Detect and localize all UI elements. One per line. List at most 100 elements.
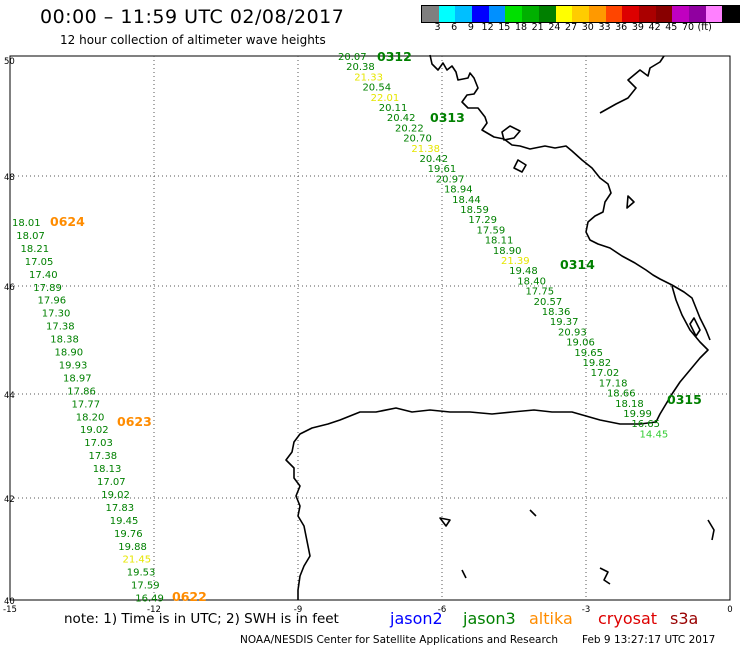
altika-track-values: 18.01 18.07 18.21 17.05 17.40 17.89 17.96 17.30… — [12, 218, 164, 605]
color-swatch — [622, 6, 639, 22]
wave-height-value: 17.40 — [29, 270, 58, 281]
color-legend-label: 70 — [681, 22, 695, 33]
color-legend-label: 45 — [665, 22, 678, 33]
wave-height-value: 17.05 — [25, 257, 54, 268]
pass-time-label: 0313 — [430, 110, 465, 125]
color-legend-label: 12 — [481, 22, 494, 33]
wave-height-value: 19.88 — [118, 542, 147, 553]
color-legend-label: 30 — [581, 22, 594, 33]
color-swatch — [555, 6, 573, 22]
jason3-track-values: 20.0720.3821.3320.5422.0120.1120.4220.22… — [338, 52, 668, 440]
color-legend-label: 36 — [615, 22, 628, 33]
longitude-label: -3 — [582, 605, 590, 615]
color-legend-label: 39 — [631, 22, 644, 33]
wave-height-value: 20.93 — [558, 327, 587, 338]
wave-height-value: 21.39 — [501, 256, 530, 267]
wave-height-value: 18.21 — [21, 244, 50, 255]
color-swatch — [422, 6, 439, 22]
mission-legend-altika: altika — [529, 609, 573, 628]
axis-tick-labels: 50 48 46 44 42 40-15 -12 -9 -6 -3 0 — [3, 57, 733, 615]
color-legend-label: 18 — [514, 22, 528, 33]
latitude-label: 46 — [4, 283, 15, 293]
wave-height-value: 18.20 — [76, 412, 105, 423]
color-swatch — [722, 6, 740, 22]
wave-height-value: 17.59 — [477, 225, 506, 236]
color-swatch — [638, 6, 656, 22]
color-swatch — [672, 6, 689, 22]
latitude-label: 50 — [4, 57, 15, 67]
color-legend-label: 15 — [498, 22, 511, 33]
wave-height-value: 17.29 — [468, 215, 497, 226]
lat-lon-gridlines — [10, 56, 730, 600]
color-legend-labels: 3 6 9 12 15 18 21 24 27 30 33 36 39 42 45 70 (ft) — [421, 22, 740, 36]
wave-height-value: 17.77 — [72, 399, 101, 410]
wave-height-value: 17.59 — [131, 581, 160, 592]
color-swatch — [538, 6, 556, 22]
wave-height-value: 16.49 — [135, 594, 164, 605]
longitude-label: -9 — [294, 605, 302, 615]
color-swatch — [705, 6, 723, 22]
pass-time-label: 0623 — [117, 414, 152, 429]
wave-height-value: 20.22 — [395, 123, 424, 134]
wave-height-value: 17.75 — [525, 287, 554, 298]
wave-height-color-legend — [421, 5, 740, 23]
wave-height-value: 17.38 — [89, 451, 118, 462]
wave-height-value: 17.02 — [591, 368, 620, 379]
wave-height-value: 18.66 — [607, 389, 636, 400]
wave-height-value: 21.45 — [123, 555, 152, 566]
wave-height-value: 18.18 — [615, 399, 644, 410]
wave-height-value: 19.61 — [428, 164, 457, 175]
pass-time-label: 0315 — [667, 392, 702, 407]
wave-height-value: 19.06 — [566, 338, 595, 349]
wave-height-value: 17.83 — [106, 503, 135, 514]
color-swatch — [655, 6, 673, 22]
wave-height-value: 19.65 — [574, 348, 603, 359]
color-legend-label: (ft) — [697, 22, 712, 33]
wave-height-value: 18.44 — [452, 195, 481, 206]
color-legend-label: 27 — [565, 22, 578, 33]
wave-height-value: 20.54 — [362, 83, 391, 94]
wave-height-value: 19.45 — [110, 516, 139, 527]
pass-time-label: 0312 — [377, 49, 412, 64]
wave-height-value: 18.97 — [63, 373, 92, 384]
longitude-label: -6 — [438, 605, 446, 615]
color-legend-label: 21 — [531, 22, 544, 33]
latitude-label: 44 — [4, 391, 15, 401]
latitude-label: 40 — [4, 597, 15, 607]
wave-height-value: 19.02 — [101, 490, 130, 501]
wave-height-value: 17.03 — [84, 438, 113, 449]
wave-height-value: 20.42 — [387, 113, 416, 124]
wave-height-value: 17.07 — [97, 477, 126, 488]
color-legend-label: 24 — [548, 22, 561, 33]
wave-height-value: 21.38 — [411, 144, 440, 155]
wave-height-value: 17.30 — [42, 309, 71, 320]
color-swatch — [689, 6, 706, 22]
wave-height-value: 19.02 — [80, 425, 109, 436]
pass-time-labels: 0624 0623 0622 0312 0313 0314 0315 — [50, 49, 702, 604]
wave-height-value: 18.94 — [444, 185, 473, 196]
wave-height-value: 20.42 — [420, 154, 449, 165]
note-text: note: 1) Time is in UTC; 2) SWH is in fe… — [64, 611, 339, 627]
mission-legend-cryosat: cryosat — [598, 609, 658, 628]
color-legend-label: 42 — [648, 22, 661, 33]
mission-legend-jason3: jason3 — [463, 609, 516, 628]
color-swatch — [572, 6, 589, 22]
color-swatch — [455, 6, 473, 22]
color-swatch — [605, 6, 623, 22]
wave-height-value: 20.57 — [534, 297, 563, 308]
wave-height-value: 20.97 — [436, 174, 465, 185]
longitude-label: -15 — [3, 605, 17, 615]
map-title: 00:00 – 11:59 UTC 02/08/2017 — [40, 6, 345, 28]
wave-height-value: 21.33 — [354, 72, 383, 83]
credit-line: NOAA/NESDIS Center for Satellite Applica… — [240, 634, 558, 646]
wave-height-value: 19.37 — [550, 317, 579, 328]
pass-time-label: 0314 — [560, 257, 595, 272]
wave-height-value: 19.48 — [509, 266, 538, 277]
color-swatch — [505, 6, 523, 22]
longitude-label: -12 — [147, 605, 161, 615]
wave-height-value: 18.59 — [460, 205, 489, 216]
wave-height-value: 17.18 — [599, 378, 628, 389]
mission-legend-s3a: s3a — [670, 609, 699, 628]
color-swatch — [522, 6, 539, 22]
latitude-label: 48 — [4, 173, 15, 183]
